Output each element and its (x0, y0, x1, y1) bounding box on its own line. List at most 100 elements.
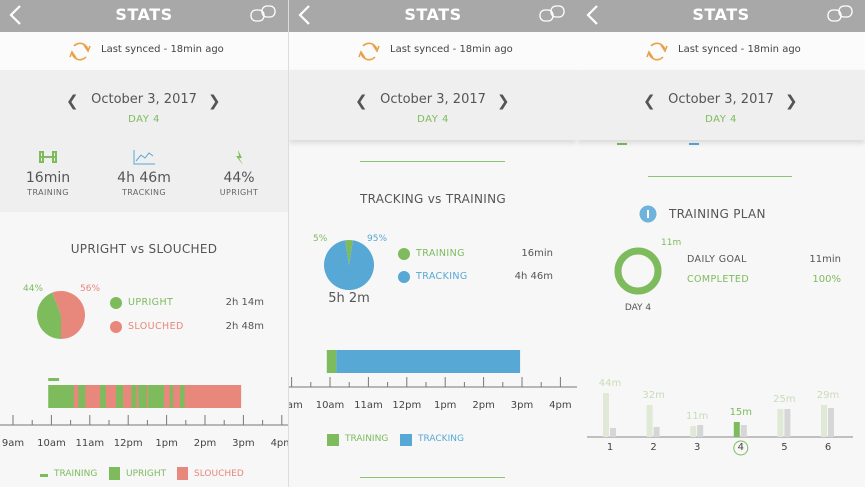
day-label-2[interactable]: 2 (650, 442, 657, 453)
next-date-button[interactable]: ❯ (208, 92, 221, 110)
day-label-3[interactable]: 3 (694, 442, 701, 453)
legend-upright-value: 2h 14m (225, 297, 264, 308)
ring-label: 11m (661, 238, 682, 248)
back-icon (9, 5, 21, 25)
stat-tracking: 4h 46m TRACKING (96, 170, 192, 197)
timeline-segment-training (326, 350, 337, 373)
day-label-1[interactable]: 1 (606, 442, 614, 453)
day-label-5[interactable]: 5 (781, 442, 788, 453)
tick-label: 12pm (392, 400, 422, 411)
completed-label: COMPLETED (687, 274, 750, 285)
bar-training-day-6 (821, 405, 827, 437)
legend-tracking-label: TRACKING (416, 271, 468, 282)
timeline-segment-upright (138, 385, 148, 408)
tick-label: 12pm (113, 438, 143, 449)
date-card: ❮ October 3, 2017 ❯ DAY 4 (577, 70, 865, 140)
pie-slice-slouched (52, 291, 86, 339)
legend-tracking: TRACKING (418, 434, 464, 444)
prev-date-button[interactable]: ❮ (643, 92, 656, 110)
legend-swatch-training (40, 474, 48, 477)
page-title: STATS (692, 5, 750, 24)
sync-icon (358, 42, 380, 61)
date-label: October 3, 2017 (668, 92, 774, 107)
back-icon (298, 5, 310, 25)
section-title: UPRIGHT vs SLOUCHED (70, 242, 218, 256)
last-synced-text: Last synced - 18min ago (101, 44, 224, 55)
tick-label: 2pm (193, 438, 217, 449)
day-label: DAY 4 (417, 114, 449, 125)
timeline-segment-slouched (136, 385, 139, 408)
chat-help-icon (827, 5, 853, 22)
next-date-button[interactable]: ❯ (785, 92, 798, 110)
section-title: TRAINING PLAN (669, 207, 766, 221)
divider (360, 161, 505, 162)
day-label-6[interactable]: 6 (824, 442, 832, 453)
prev-date-button[interactable]: ❮ (66, 92, 79, 110)
stat-value: 16min (25, 170, 71, 186)
stat-label: TRACKING (121, 188, 167, 197)
section-title: TRACKING vs TRAINING (360, 192, 506, 206)
tick-label: 3pm (510, 400, 534, 411)
timeline-segment-upright (48, 385, 75, 408)
bar-goal-day-6 (828, 408, 834, 437)
legend-dot-training (398, 248, 410, 260)
legend-swatch-upright (109, 467, 120, 480)
next-date-button[interactable]: ❯ (497, 92, 510, 110)
bar-training-day-1 (603, 393, 609, 437)
daily-goal-label: DAILY GOAL (687, 254, 747, 265)
legend-swatch-training (327, 434, 339, 446)
stat-training: 16min TRAINING (0, 170, 96, 197)
dumbbell-icon (39, 151, 57, 163)
tick-label: 1pm (155, 438, 178, 449)
sync-row: Last synced - 18min ago (0, 32, 288, 70)
legend-dot-upright (110, 297, 122, 309)
stats-panel-training-plan: STATS Last synced - 18min ago ❮ October … (577, 0, 865, 487)
pie-slice-tracking (324, 240, 374, 290)
timeline-segment-slouched (123, 385, 132, 408)
timeline-segment-slouched (164, 385, 171, 408)
chat-help-icon (539, 5, 565, 22)
prev-date-button[interactable]: ❮ (355, 92, 368, 110)
lightning-icon (236, 150, 243, 165)
header-bar: STATS (289, 0, 577, 32)
bar-goal-day-4 (740, 425, 747, 437)
tick-label: 9am (289, 400, 303, 411)
bar-value-label: 15m (729, 407, 753, 418)
day-label: DAY 4 (128, 114, 160, 125)
sync-icon (646, 42, 668, 61)
bar-goal-day-1 (610, 428, 616, 437)
legend-upright: UPRIGHT (126, 469, 167, 479)
bar-value-label: 11m (685, 411, 709, 422)
pie-pct-slouched: 56% (80, 284, 101, 294)
legend-slouched-value: 2h 48m (225, 321, 264, 332)
tick-label: 10am (315, 400, 345, 411)
tick-label: 2pm (472, 400, 495, 411)
sync-row: Last synced - 18min ago (577, 32, 865, 70)
last-synced-text: Last synced - 18min ago (678, 44, 801, 55)
day-label-4[interactable]: 4 (737, 442, 744, 453)
legend-dot-slouched (110, 321, 122, 333)
training-plan-charts (587, 205, 853, 456)
legend-dot-tracking (398, 271, 410, 283)
tick-label: 4pm (270, 438, 288, 449)
stats-panel-tracking: STATS Last synced - 18min ago ❮ October … (289, 0, 577, 487)
legend-mark-tracking (689, 143, 699, 145)
legend-mark-training (617, 143, 627, 145)
timeline-segment-upright (148, 385, 165, 408)
bar-training-day-5 (777, 409, 784, 437)
stat-label: UPRIGHT (219, 188, 259, 197)
training-mark (48, 378, 60, 381)
goal-ring-progress (614, 247, 662, 295)
day-label: DAY 4 (705, 114, 737, 125)
bar-training-day-4 (733, 422, 740, 437)
stats-panel-upright: STATS Last synced - 18min ago ❮ October … (0, 0, 288, 487)
tick-label: 9am (1, 438, 25, 449)
pie-pct-upright: 44% (23, 284, 44, 294)
tick-label: 10am (37, 438, 66, 449)
info-button[interactable] (639, 206, 657, 224)
timeline-segment-upright (180, 385, 185, 408)
tick-label: 11am (75, 438, 105, 449)
legend-training: TRAINING (345, 434, 389, 444)
header-bar: STATS (577, 0, 865, 32)
pie-pct-tracking: 95% (367, 234, 388, 244)
